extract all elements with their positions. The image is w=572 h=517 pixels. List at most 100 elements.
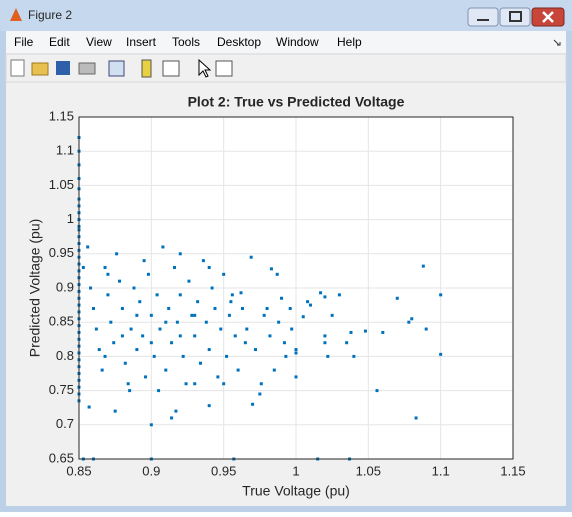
menu-item[interactable]: Window: [276, 35, 319, 49]
scatter-point: [251, 402, 255, 406]
scatter-point: [323, 341, 327, 345]
scatter-point: [424, 327, 428, 331]
property-icon[interactable]: [215, 60, 233, 77]
y-axis-label: Predicted Voltage (pu): [27, 219, 43, 358]
scatter-point: [129, 327, 133, 331]
scatter-point: [128, 389, 132, 393]
scatter-point: [103, 265, 107, 269]
maximize-button[interactable]: [499, 7, 531, 27]
scatter-point: [86, 245, 90, 249]
scatter-point: [308, 303, 312, 307]
scatter-point: [123, 361, 127, 365]
scatter-point: [239, 291, 243, 295]
scatter-point: [181, 354, 185, 358]
scatter-point: [112, 341, 116, 345]
scatter-point: [323, 334, 327, 338]
scatter-point: [118, 279, 122, 283]
scatter-point: [97, 348, 101, 352]
scatter-point: [178, 293, 182, 297]
y-tick-label: 0.8: [56, 348, 74, 363]
scatter-point: [262, 313, 266, 317]
scatter-point: [265, 307, 269, 311]
menu-item[interactable]: Edit: [49, 35, 70, 49]
scatter-point: [175, 320, 179, 324]
scatter-point: [294, 348, 298, 352]
scatter-point: [106, 293, 110, 297]
scatter-point: [272, 368, 276, 372]
scatter-point: [161, 245, 165, 249]
menu-item[interactable]: View: [86, 35, 112, 49]
chart-title: Plot 2: True vs Predicted Voltage: [188, 94, 405, 110]
scatter-point: [345, 341, 349, 345]
scatter-point: [294, 375, 298, 379]
scatter-point: [352, 354, 356, 358]
new-icon[interactable]: [10, 59, 25, 77]
axes-box: [78, 116, 514, 460]
scatter-point: [81, 265, 85, 269]
toolbar: [5, 53, 567, 83]
scatter-point: [258, 392, 262, 396]
y-tick-label: 0.9: [56, 279, 74, 294]
scatter-point: [207, 404, 211, 408]
menu-item[interactable]: Desktop: [217, 35, 261, 49]
menu-item[interactable]: Insert: [126, 35, 157, 49]
scatter-point: [115, 252, 119, 256]
scatter-point: [363, 329, 367, 333]
scatter-point: [141, 334, 145, 338]
menu-item[interactable]: File: [14, 35, 34, 49]
scatter-point: [196, 300, 200, 304]
x-tick-label: 0.9: [142, 463, 160, 478]
window-title: Figure 2: [28, 8, 72, 22]
open-icon[interactable]: [31, 62, 49, 76]
scatter-point: [381, 330, 385, 334]
print-icon[interactable]: [78, 62, 96, 75]
scatter-point: [288, 307, 292, 311]
minimize-button[interactable]: [467, 7, 499, 27]
scatter-point: [201, 259, 205, 263]
pointer-icon[interactable]: [198, 58, 212, 78]
colorbar-icon[interactable]: [141, 59, 152, 78]
scatter-point: [184, 382, 188, 386]
scatter-point: [193, 334, 197, 338]
scatter-point: [249, 255, 253, 259]
scatter-point: [282, 341, 286, 345]
scatter-point: [439, 352, 443, 356]
y-tick-label: 1.05: [49, 177, 74, 192]
scatter-point: [113, 409, 117, 413]
scatter-point: [259, 382, 263, 386]
link-icon[interactable]: [108, 60, 125, 77]
scatter-point: [337, 293, 341, 297]
legend-icon[interactable]: [162, 60, 180, 77]
scatter-point: [245, 327, 249, 331]
scatter-point: [216, 375, 220, 379]
scatter-point: [170, 416, 174, 420]
scatter-point: [190, 313, 194, 317]
scatter-point: [330, 313, 334, 317]
x-axis-label: True Voltage (pu): [242, 483, 350, 499]
save-icon[interactable]: [56, 61, 70, 75]
y-tick-label: 1.15: [49, 108, 74, 123]
menu-bar: [6, 31, 566, 53]
y-tick-label: 0.7: [56, 416, 74, 431]
menu-item[interactable]: Help: [337, 35, 362, 49]
menu-item[interactable]: Tools: [172, 35, 200, 49]
scatter-point: [269, 267, 273, 271]
scatter-point: [155, 293, 159, 297]
scatter-point: [236, 368, 240, 372]
y-tick-label: 0.95: [49, 245, 74, 260]
scatter-point: [243, 341, 247, 345]
scatter-point: [149, 341, 153, 345]
scatter-point: [138, 300, 142, 304]
scatter-point: [193, 382, 197, 386]
scatter-point: [157, 389, 161, 393]
scatter-point: [167, 307, 171, 311]
scatter-point: [170, 341, 174, 345]
x-tick-label: 1.05: [356, 463, 381, 478]
scatter-point: [120, 307, 124, 311]
scatter-point: [199, 361, 203, 365]
scatter-point: [178, 252, 182, 256]
scatter-point: [174, 409, 178, 413]
x-tick-label: 1.15: [500, 463, 525, 478]
scatter-point: [103, 354, 107, 358]
